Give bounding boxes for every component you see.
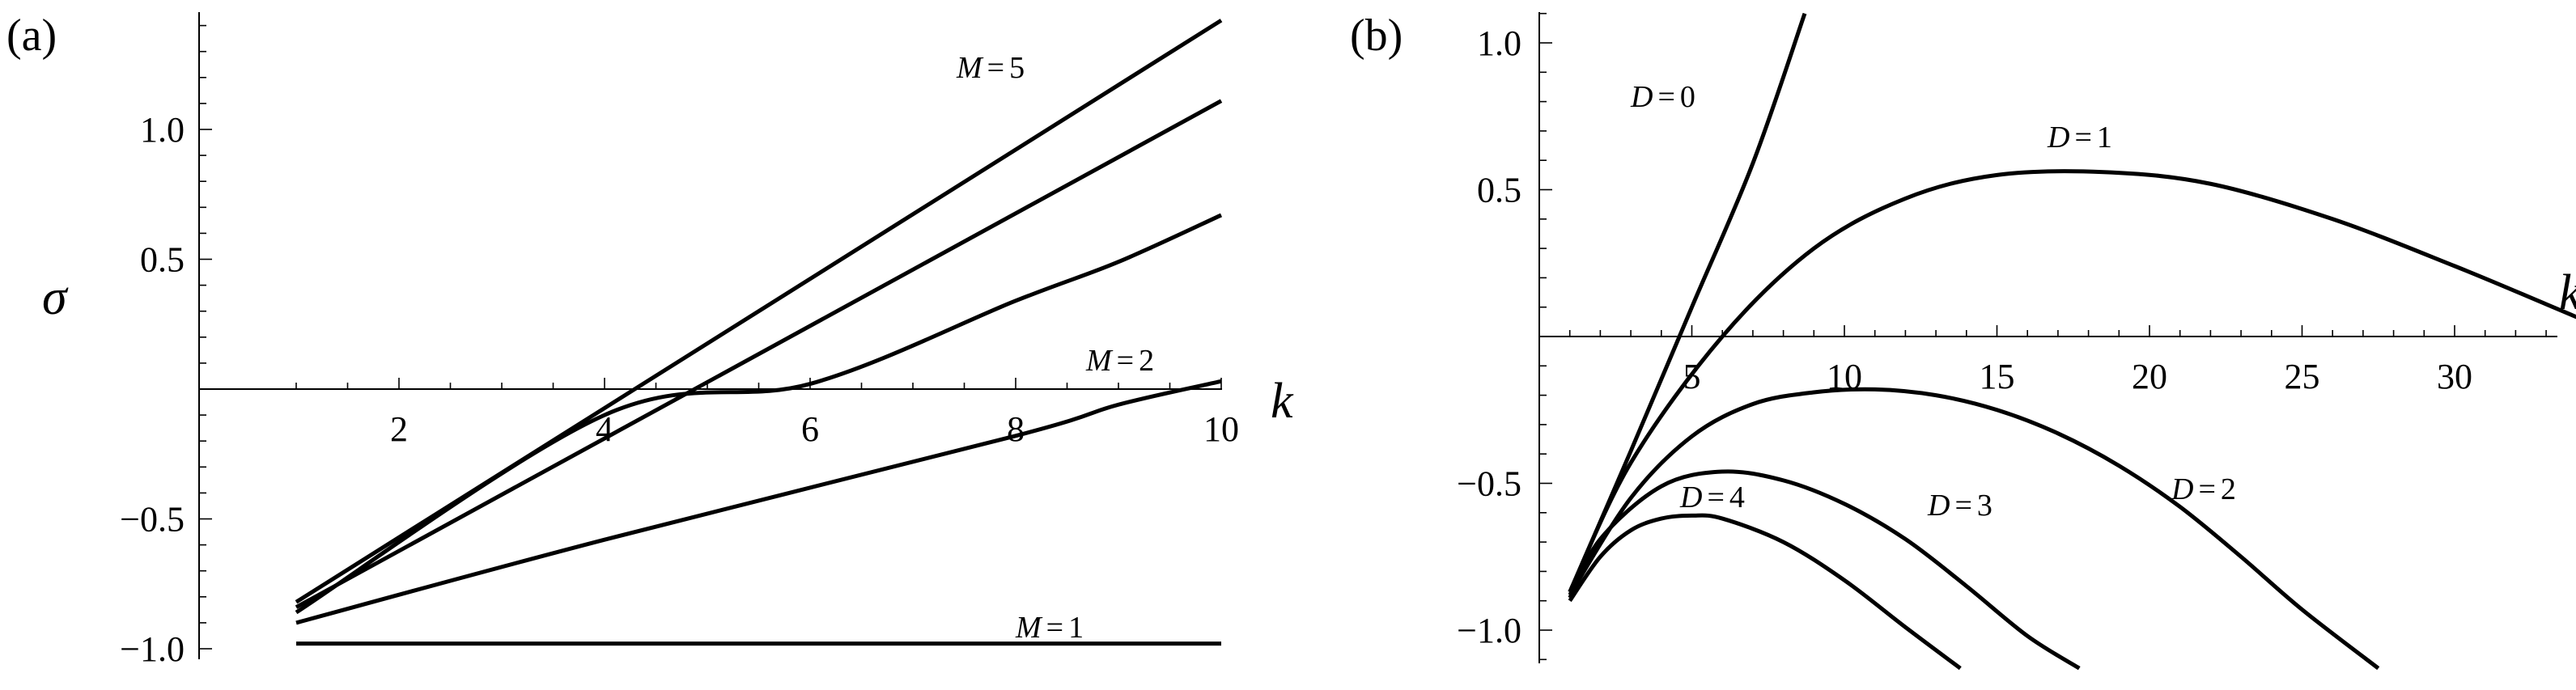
x-axis-label: k — [2559, 265, 2576, 320]
y-tick-label: −1.0 — [120, 629, 185, 669]
panel-a: 2 4 6 8 10−1.0−0.50.51.0kσ(a)M = 5M = 2M = 1 — [6, 11, 1294, 669]
series-line-2 — [1568, 169, 2576, 593]
curve-annotation: D = 1 — [2047, 121, 2112, 155]
x-tick-label: 2 — [390, 409, 408, 449]
series-line-5 — [295, 19, 1223, 604]
series-line-5 — [1568, 513, 1962, 671]
panel-b: 5101520253035−1.0−0.50.51.0k(b)D=0D=1D=2… — [1350, 11, 2576, 671]
x-tick-label: 25 — [2285, 357, 2320, 396]
x-tick-label: 6 — [801, 409, 819, 449]
x-tick-label: 20 — [2132, 357, 2167, 396]
series-line-4 — [1568, 469, 2081, 671]
y-axis-label: σ — [42, 270, 69, 325]
series-line-2 — [295, 379, 1222, 625]
x-tick-label: 15 — [1980, 357, 2015, 396]
series-line-3 — [295, 213, 1223, 615]
series-line-4 — [295, 99, 1223, 609]
curve-annotation: D = 2 — [2171, 472, 2236, 506]
x-tick-label: 30 — [2437, 357, 2472, 396]
y-tick-label: −0.5 — [1457, 464, 1521, 504]
panel-label: (b) — [1350, 11, 1403, 61]
curve-annotation: D = 0 — [1630, 80, 1695, 114]
y-tick-label: 1.0 — [1477, 23, 1521, 63]
y-tick-label: −1.0 — [1457, 611, 1521, 650]
y-tick-label: 0.5 — [1477, 171, 1521, 210]
y-tick-label: 0.5 — [140, 240, 185, 280]
y-tick-label: −0.5 — [120, 500, 185, 540]
x-tick-label: 8 — [1007, 409, 1025, 449]
panel-label: (a) — [6, 11, 57, 61]
curve-annotation: M = 1 — [1015, 611, 1084, 645]
y-tick-label: 1.0 — [140, 110, 185, 150]
curve-annotation: M = 2 — [1085, 344, 1154, 378]
x-axis-label: k — [1271, 374, 1294, 429]
x-tick-label: 10 — [1203, 409, 1239, 449]
curve-annotation: D = 4 — [1679, 480, 1745, 514]
series-line-3 — [1568, 387, 2380, 671]
curve-annotation: M = 5 — [956, 51, 1025, 85]
curve-annotation: D = 3 — [1927, 489, 1992, 523]
